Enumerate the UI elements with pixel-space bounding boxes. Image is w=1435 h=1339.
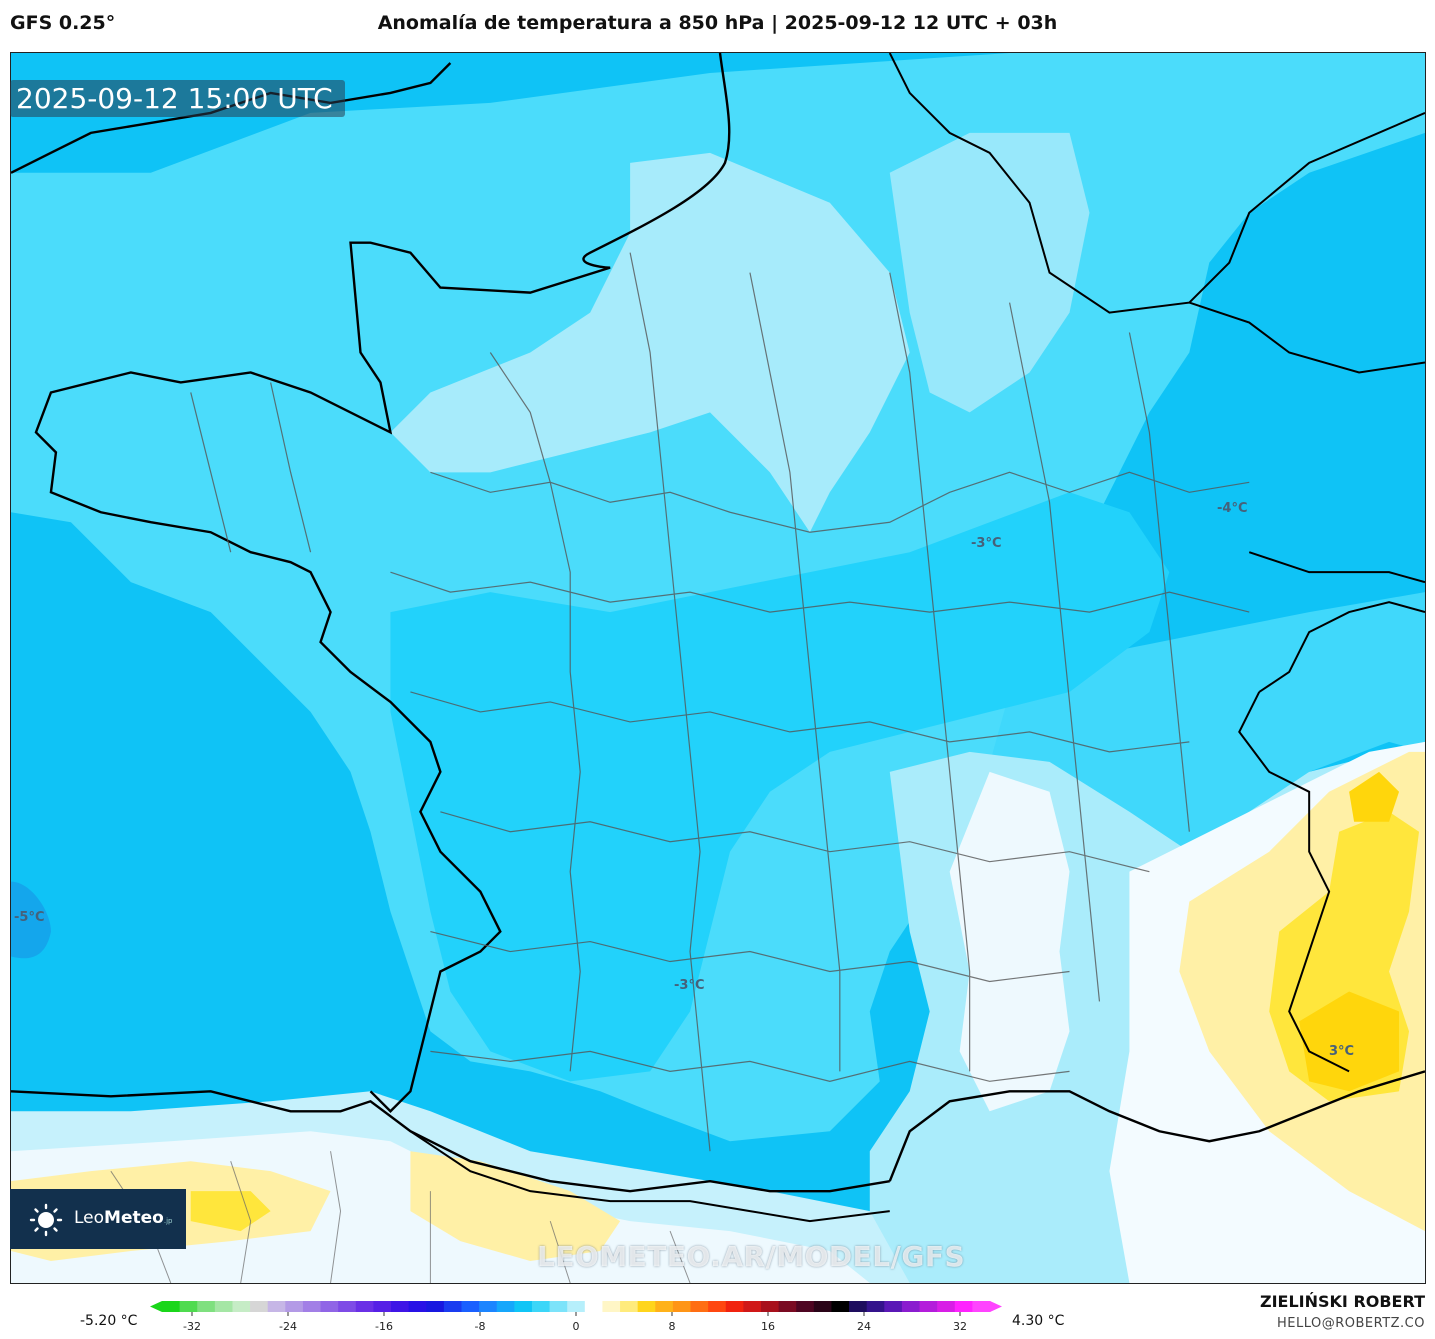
colorbar-swatch — [796, 1301, 815, 1312]
border-italy — [1238, 691, 1350, 1073]
coastline-spain-north — [11, 1090, 890, 1193]
colorbar-swatch — [849, 1301, 868, 1312]
contour-label: -4°C — [1217, 501, 1248, 516]
coastline-france — [34, 53, 731, 1113]
colorbar-tick-label: 24 — [857, 1320, 871, 1333]
colorbar-tick-label: -8 — [475, 1320, 486, 1333]
colorbar-swatch — [197, 1301, 216, 1312]
colorbar-swatch — [919, 1301, 938, 1312]
colorbar-max-arrow — [990, 1301, 1002, 1312]
contour-yellow-alps-top — [1349, 771, 1400, 822]
colorbar-swatch — [214, 1301, 233, 1312]
contour-label: 3°C — [1329, 1044, 1355, 1059]
colorbar-swatch — [320, 1301, 339, 1312]
logo-text: LeoMeteo.jp — [74, 1208, 173, 1228]
model-label: GFS 0.25° — [10, 12, 116, 34]
border-pyrenees — [409, 1130, 890, 1223]
admin-borders — [190, 252, 1250, 1152]
colorbar-swatch — [531, 1301, 551, 1312]
colorbar-swatch — [496, 1301, 515, 1312]
contour-label: -3°C — [674, 978, 705, 993]
contour-yellow-pyrenees — [410, 1151, 621, 1262]
colorbar-swatch — [972, 1301, 991, 1312]
colorbar-tick-label: -16 — [375, 1320, 393, 1333]
colorbar-swatch — [637, 1301, 656, 1312]
colorbar-min-label: -5.20 °C — [80, 1313, 138, 1329]
colorbar-swatch — [655, 1301, 674, 1312]
colorbar-swatch — [567, 1301, 586, 1312]
colorbar-swatch — [901, 1301, 921, 1312]
colorbar-swatch — [866, 1301, 885, 1312]
chart-title: Anomalía de temperatura a 850 hPa | 2025… — [377, 12, 1058, 34]
colorbar-swatch — [338, 1301, 357, 1312]
colorbar-max-label: 4.30 °C — [1012, 1313, 1065, 1329]
colorbar-swatch — [267, 1301, 286, 1312]
colorbar-swatch — [408, 1301, 427, 1312]
colorbar-swatch — [778, 1301, 797, 1312]
colorbar-swatch — [937, 1301, 956, 1312]
colorbar-swatch — [690, 1301, 709, 1312]
colorbar-swatch — [760, 1301, 780, 1312]
border-switzerland — [1248, 551, 1425, 693]
colorbar-swatch — [302, 1301, 322, 1312]
colorbar-tick-label: 32 — [953, 1320, 967, 1333]
colorbar-swatch — [355, 1301, 374, 1312]
border-belgium-germany — [888, 53, 1425, 314]
contour-pale-blue-northeast — [889, 132, 1090, 413]
author-email: HELLO@ROBERTZ.CO — [1276, 1316, 1425, 1331]
contour-label: -3°C — [971, 536, 1002, 551]
colorbar-swatch — [813, 1301, 832, 1312]
contour-label: -5°C — [14, 910, 45, 925]
colorbar-swatch — [391, 1301, 410, 1312]
colorbar-swatch — [884, 1301, 903, 1312]
colorbar-swatch — [479, 1301, 498, 1312]
temperature-anomaly-map — [10, 52, 1426, 1284]
contour-deep-west — [11, 881, 51, 959]
colorbar-tick-label: 8 — [669, 1320, 676, 1333]
colorbar-swatch — [514, 1301, 533, 1312]
colorbar-swatch — [250, 1301, 269, 1312]
contour-mid-blue-center — [390, 492, 1170, 1082]
contour-white-rhone — [949, 771, 1070, 1112]
valid-time-label: 2025-09-12 15:00 UTC — [10, 80, 345, 117]
colorbar-swatch — [549, 1301, 568, 1312]
colorbar-swatch — [373, 1301, 392, 1312]
sun-icon — [29, 1203, 63, 1237]
colorbar-swatch — [602, 1301, 621, 1312]
colorbar-swatch — [620, 1301, 639, 1312]
leometeo-logo: LeoMeteo.jp — [10, 1189, 186, 1249]
watermark-url: LEOMETEO.AR/MODEL/GFS — [537, 1240, 966, 1273]
colorbar-swatch — [232, 1301, 251, 1312]
colorbar-swatch — [708, 1301, 727, 1312]
author-credit: ZIELIŃSKI ROBERT — [1259, 1292, 1425, 1311]
contour-yellow-alps-core — [1299, 991, 1400, 1092]
colorbar-tick-label: 16 — [761, 1320, 775, 1333]
colorbar-tick-label: -24 — [279, 1320, 297, 1333]
colorbar-swatch — [461, 1301, 480, 1312]
colorbar-tick-label: -32 — [183, 1320, 201, 1333]
colorbar-swatch — [954, 1301, 973, 1312]
colorbar-swatch — [584, 1301, 603, 1312]
colorbar-swatch — [672, 1301, 692, 1312]
colorbar-tick-label: 0 — [573, 1320, 580, 1333]
colorbar-swatch — [426, 1301, 445, 1312]
contour-pale-blue-north — [390, 152, 910, 533]
colorbar-swatch — [831, 1301, 850, 1312]
coastline-med — [888, 1070, 1425, 1182]
colorbar-min-arrow — [150, 1301, 162, 1312]
colorbar-swatch — [162, 1301, 181, 1312]
colorbar-swatch — [179, 1301, 198, 1312]
border-germany-east — [1189, 301, 1425, 374]
colorbar-swatch — [743, 1301, 762, 1312]
colorbar-swatch — [725, 1301, 744, 1312]
colorbar: -32 -24 -16 -8 0 8 16 24 32 — [150, 1301, 1002, 1333]
colorbar-swatch — [443, 1301, 462, 1312]
colorbar-swatch — [285, 1301, 304, 1312]
